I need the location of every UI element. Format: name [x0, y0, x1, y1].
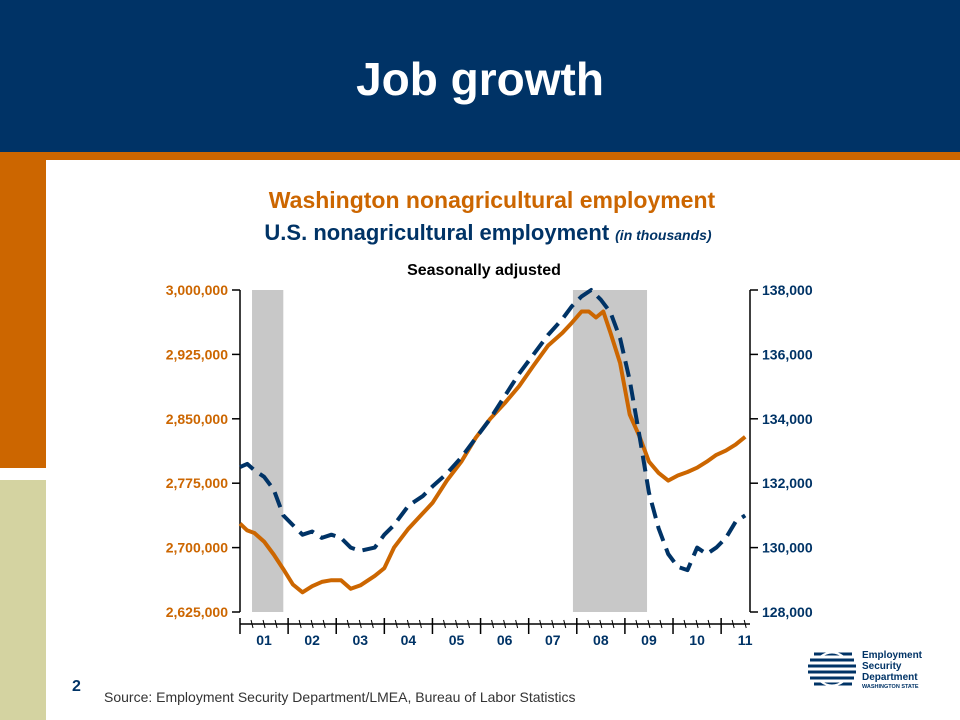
x-tick-label: 05	[449, 632, 465, 648]
x-quarter-tick	[611, 619, 615, 629]
logo-line-2: Security	[862, 661, 902, 672]
chart-subtitle: Seasonally adjusted	[407, 262, 561, 279]
x-tick-label: 09	[641, 632, 657, 648]
x-tick-label: 07	[545, 632, 561, 648]
x-tick-label: 11	[738, 632, 753, 648]
right-tick-label: 134,000	[762, 411, 813, 427]
x-quarter-tick	[515, 619, 519, 629]
x-quarter-tick	[563, 619, 567, 629]
x-quarter-tick	[707, 619, 711, 629]
recession-bands	[252, 290, 648, 612]
left-tick-label: 2,625,000	[166, 604, 228, 620]
series-lines	[238, 288, 747, 595]
x-quarter-tick	[455, 619, 458, 629]
right-tick-label: 136,000	[762, 346, 813, 362]
left-tick-label: 2,775,000	[166, 475, 228, 491]
logo-line-3: Department	[862, 672, 918, 683]
x-tick-label: 03	[352, 632, 368, 648]
right-tick-label: 128,000	[762, 604, 813, 620]
x-tick-label: 01	[256, 632, 272, 648]
x-quarter-tick	[250, 619, 254, 629]
x-quarter-tick	[539, 619, 543, 629]
x-quarter-tick	[599, 619, 603, 629]
x-quarter-tick	[743, 619, 747, 629]
left-tick-label: 3,000,000	[166, 282, 228, 298]
x-quarter-tick	[587, 619, 591, 629]
x-quarter-tick	[394, 619, 398, 629]
x-quarter-tick	[298, 619, 302, 629]
logo-mark-icon	[808, 651, 856, 687]
left-tick-label: 2,850,000	[166, 411, 228, 427]
x-quarter-tick	[322, 619, 326, 629]
tick-labels: 3,000,000 2,925,000 2,850,000 2,775,000 2,70…	[166, 282, 813, 648]
x-tick-label: 06	[497, 632, 513, 648]
x-tick-label: 04	[401, 632, 417, 648]
x-quarter-tick	[683, 619, 687, 629]
esd-logo: Employment Security Department WASHINGTO…	[808, 650, 923, 690]
logo-line-4: WASHINGTON STATE	[862, 684, 919, 690]
chart-title2: U.S. nonagricultural employment (in thous…	[264, 220, 711, 245]
side-bar-orange	[0, 152, 46, 468]
x-quarter-tick	[695, 619, 699, 629]
x-quarter-tick	[358, 619, 362, 629]
right-tick-label: 132,000	[762, 475, 813, 491]
logo-line-1: Employment	[862, 650, 923, 661]
right-tick-label: 130,000	[762, 540, 813, 556]
slide-title: Job growth	[356, 53, 604, 105]
recession-band-2	[572, 290, 648, 612]
x-quarter-tick	[551, 619, 555, 629]
x-tick-label: 08	[593, 632, 609, 648]
left-tick-label: 2,925,000	[166, 346, 228, 362]
x-quarter-tick	[731, 619, 735, 629]
x-quarter-tick	[467, 619, 471, 629]
page-number: 2	[72, 678, 81, 695]
side-bar-tan	[0, 480, 46, 720]
x-quarter-tick	[503, 619, 507, 629]
x-quarter-tick	[274, 619, 278, 629]
x-tick-label: 10	[689, 632, 705, 648]
left-tick-label: 2,700,000	[166, 540, 228, 556]
x-quarter-tick	[370, 619, 374, 629]
x-quarter-tick	[418, 619, 422, 629]
x-quarter-tick	[406, 619, 410, 629]
chart-title2-note: (in thousands)	[615, 227, 712, 243]
x-quarter-tick	[346, 619, 350, 629]
orange-rule	[0, 152, 960, 160]
x-quarter-tick	[442, 619, 446, 629]
x-quarter-tick	[310, 619, 314, 629]
chart-title: Washington nonagricultural employment	[269, 187, 716, 213]
x-quarter-tick	[491, 619, 495, 629]
series-us-line	[239, 288, 747, 573]
x-quarter-tick	[262, 619, 266, 629]
right-tick-label: 138,000	[762, 282, 813, 298]
header-bar	[0, 0, 960, 152]
source-note: Source: Employment Security Department/L…	[104, 689, 576, 705]
x-quarter-tick	[647, 619, 651, 629]
x-quarter-tick	[659, 619, 663, 629]
x-tick-label: 02	[304, 632, 320, 648]
axes	[232, 289, 758, 634]
series-washington-line	[238, 309, 747, 595]
chart-title2-main: U.S. nonagricultural employment	[264, 220, 609, 245]
x-quarter-tick	[635, 619, 639, 629]
